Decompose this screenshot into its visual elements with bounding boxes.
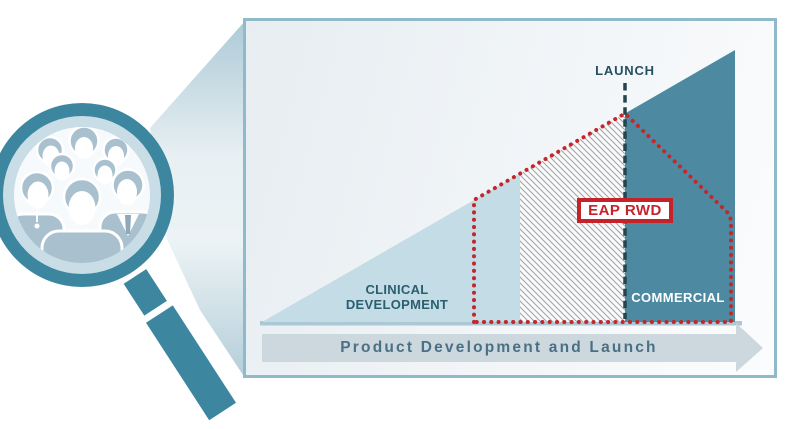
eap-dotted-outline xyxy=(472,111,733,324)
eap-rwd-badge: EAP RWD xyxy=(577,198,673,223)
phase-diagram xyxy=(260,50,763,372)
baseline xyxy=(260,321,742,326)
timeline-arrow-head xyxy=(736,323,763,372)
timeline-axis-label: Product Development and Launch xyxy=(340,339,658,356)
launch-label: LAUNCH xyxy=(595,63,655,78)
eap-hatched-region xyxy=(520,113,625,322)
eap-rwd-label: EAP RWD xyxy=(588,202,662,219)
magnifier-beam xyxy=(150,21,245,378)
magnifier-handle-collar xyxy=(123,269,167,316)
commercial-label: COMMERCIAL xyxy=(631,290,725,305)
clinical-development-label: CLINICAL DEVELOPMENT xyxy=(345,282,449,312)
diagram-panel: LAUNCH EAP RWD CLINICAL DEVELOPMENT COMM… xyxy=(243,18,777,378)
commercial-region xyxy=(625,50,735,322)
magnifier-handle xyxy=(146,305,236,421)
timeline-arrow-body xyxy=(262,334,736,362)
clinical-development-region xyxy=(262,173,520,322)
